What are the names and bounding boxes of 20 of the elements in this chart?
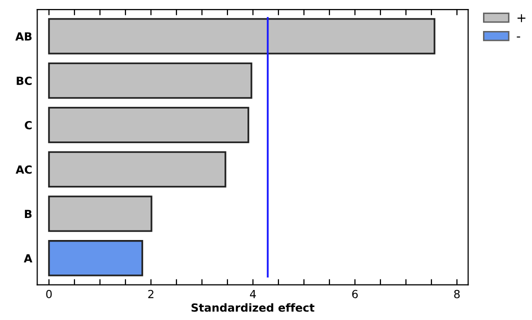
legend-label: - — [516, 36, 520, 38]
y-tick-label: AC — [16, 165, 32, 174]
x-tick-label: 2 — [148, 290, 154, 298]
x-tick-label: 6 — [352, 290, 358, 298]
x-tick-label: 0 — [46, 290, 52, 298]
y-tick-label: C — [24, 120, 32, 130]
bar — [48, 62, 252, 99]
x-tick-label: 4 — [250, 290, 256, 298]
bar — [48, 18, 436, 54]
y-tick-label: A — [24, 254, 32, 262]
x-axis-title: Standardized effect — [192, 303, 314, 312]
x-tick-label: 8 — [454, 290, 460, 298]
bar — [48, 240, 144, 276]
legend-label: + — [518, 14, 526, 22]
bar — [48, 151, 226, 188]
y-tick-label: B — [24, 210, 32, 218]
bar — [48, 106, 250, 144]
y-tick-label: AB — [15, 32, 32, 40]
y-tick-label: BC — [16, 76, 32, 85]
bar — [48, 196, 152, 232]
